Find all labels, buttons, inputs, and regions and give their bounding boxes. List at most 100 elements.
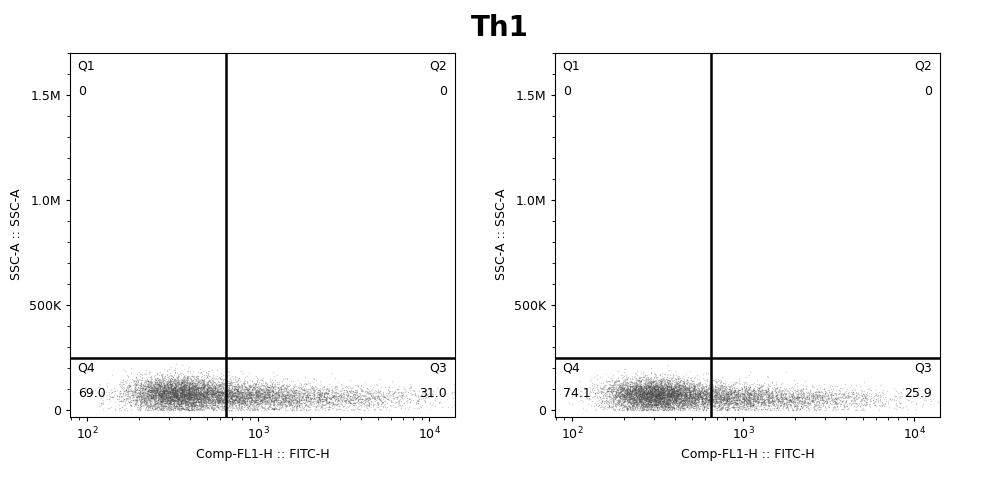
Point: [182, 381, 198, 389]
Point: [268, 397, 284, 405]
Point: [661, 395, 677, 402]
Point: [629, 399, 645, 406]
Point: [708, 391, 724, 399]
Point: [172, 383, 188, 391]
Point: [192, 398, 208, 405]
Point: [676, 398, 692, 405]
Point: [651, 388, 667, 395]
Point: [796, 399, 812, 407]
Point: [153, 400, 169, 408]
Point: [130, 377, 146, 385]
Point: [720, 404, 736, 412]
Point: [773, 389, 789, 397]
Point: [610, 384, 626, 392]
Point: [632, 396, 648, 404]
Point: [198, 391, 214, 399]
Point: [623, 399, 639, 407]
Point: [649, 401, 665, 409]
Point: [643, 384, 659, 392]
Point: [646, 392, 662, 399]
Point: [131, 392, 147, 400]
Point: [224, 388, 240, 396]
Point: [221, 400, 237, 408]
Point: [686, 396, 702, 404]
Point: [162, 388, 178, 395]
Point: [264, 394, 280, 401]
Point: [648, 406, 664, 414]
Point: [162, 395, 178, 402]
Point: [644, 390, 660, 398]
Point: [680, 388, 696, 396]
Point: [671, 380, 687, 388]
Point: [692, 390, 708, 398]
Point: [636, 405, 652, 413]
Point: [230, 389, 246, 397]
Point: [135, 381, 151, 388]
Point: [181, 392, 197, 399]
Point: [712, 384, 728, 391]
Point: [395, 388, 411, 396]
Point: [316, 382, 332, 389]
Point: [266, 398, 282, 405]
Point: [176, 393, 192, 401]
Point: [724, 399, 740, 407]
Point: [259, 390, 275, 398]
Point: [690, 388, 706, 396]
Point: [184, 398, 200, 406]
Point: [176, 378, 192, 386]
Point: [779, 400, 795, 408]
Point: [164, 384, 180, 392]
Point: [335, 394, 351, 401]
Point: [680, 398, 696, 405]
Point: [757, 399, 773, 407]
Point: [182, 383, 198, 391]
Point: [718, 385, 734, 392]
Point: [630, 384, 646, 392]
Point: [121, 399, 137, 406]
Point: [615, 376, 631, 384]
Point: [194, 386, 210, 394]
Point: [910, 384, 926, 391]
Point: [608, 384, 624, 391]
Point: [127, 379, 143, 387]
Point: [305, 383, 321, 391]
Point: [726, 407, 742, 414]
Point: [220, 377, 236, 385]
Point: [211, 390, 227, 398]
Point: [184, 399, 200, 406]
Point: [665, 389, 681, 397]
Point: [402, 384, 418, 392]
Point: [732, 380, 748, 388]
Point: [700, 393, 716, 400]
Point: [159, 381, 175, 388]
Point: [117, 402, 133, 410]
Point: [202, 399, 218, 407]
Point: [190, 405, 206, 412]
Point: [215, 383, 231, 391]
Point: [658, 396, 674, 404]
Point: [731, 397, 747, 404]
Point: [159, 396, 175, 404]
Point: [135, 382, 151, 389]
Point: [171, 396, 187, 403]
Point: [653, 378, 669, 386]
Point: [716, 392, 732, 399]
Point: [635, 395, 651, 402]
Point: [668, 398, 684, 405]
Point: [163, 400, 179, 408]
Point: [748, 403, 764, 411]
Point: [288, 398, 304, 405]
Point: [169, 405, 185, 412]
Point: [207, 382, 223, 389]
Point: [277, 392, 293, 399]
Point: [760, 399, 776, 407]
Point: [184, 402, 200, 410]
Point: [215, 403, 231, 411]
Point: [172, 384, 188, 392]
Point: [687, 399, 703, 407]
Point: [759, 383, 775, 391]
Point: [734, 385, 750, 393]
Point: [644, 398, 660, 405]
Point: [607, 399, 623, 407]
Point: [155, 388, 171, 395]
